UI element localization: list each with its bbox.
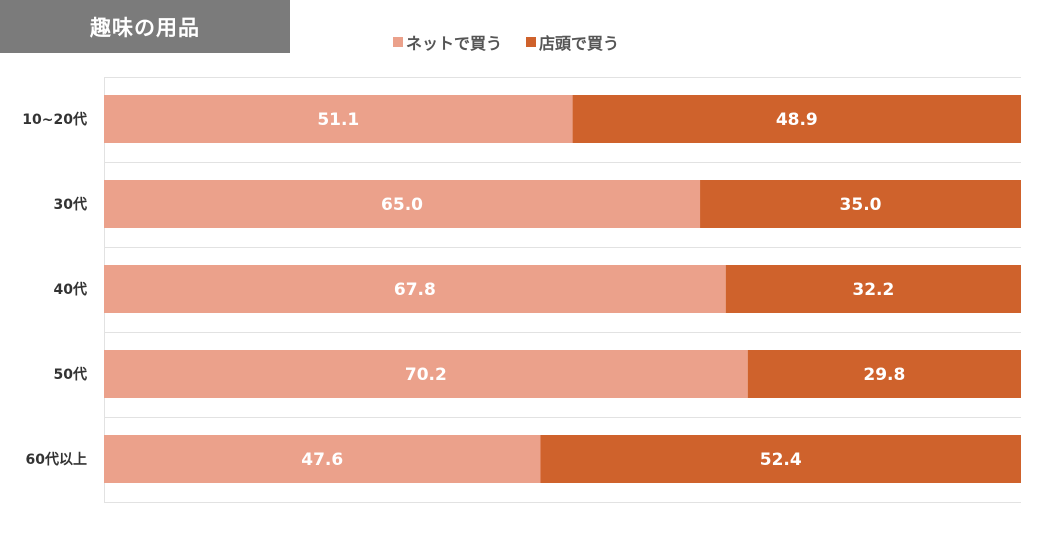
legend: ネットで買う 店頭で買う [393, 30, 643, 54]
bar-net [104, 265, 726, 313]
bar-store [540, 435, 1021, 483]
bar-net [104, 350, 748, 398]
data-label-net: 65.0 [381, 195, 423, 215]
data-label-store: 32.2 [852, 280, 894, 300]
data-label-store: 35.0 [840, 195, 882, 215]
bar-net [104, 95, 573, 143]
category-label: 30代 [54, 196, 87, 213]
data-label-net: 67.8 [394, 280, 436, 300]
legend-swatch-store [526, 37, 537, 47]
legend-item-store: 店頭で買う [526, 30, 619, 54]
data-label-store: 52.4 [760, 450, 802, 470]
category-label: 50代 [54, 366, 87, 383]
legend-swatch-net [393, 37, 403, 47]
legend-label-store: 店頭で買う [539, 34, 620, 53]
bar-net [104, 180, 701, 228]
bar-net [104, 435, 541, 483]
category-label: 60代以上 [26, 451, 87, 468]
legend-item-net: ネットで買う [393, 30, 502, 54]
data-label-store: 48.9 [776, 110, 818, 130]
category-label: 40代 [54, 281, 87, 298]
data-label-net: 47.6 [301, 450, 343, 470]
data-label-store: 29.8 [863, 365, 905, 385]
legend-label-net: ネットで買う [406, 34, 503, 53]
chart-title-box: 趣味の用品 [0, 0, 290, 53]
bar-store [725, 265, 1021, 313]
bar-store [572, 95, 1021, 143]
data-label-net: 70.2 [405, 365, 447, 385]
bar-store [747, 350, 1021, 398]
bar-store [700, 180, 1021, 228]
data-label-net: 51.1 [317, 110, 359, 130]
chart-title: 趣味の用品 [90, 15, 200, 40]
category-label: 10~20代 [22, 111, 87, 128]
